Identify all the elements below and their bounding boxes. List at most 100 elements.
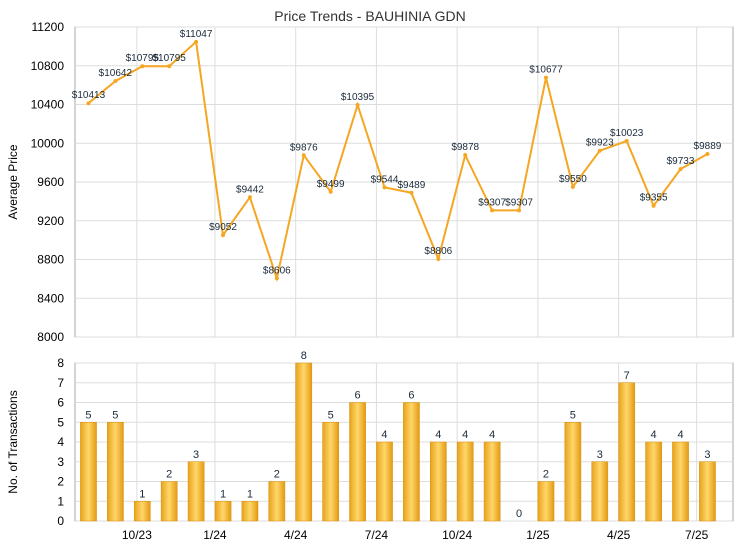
price-point: [705, 152, 710, 157]
x-tick-label: 4/24: [284, 528, 308, 542]
price-y-tick-label: 10400: [31, 98, 65, 112]
transaction-bar: [187, 461, 205, 522]
price-point: [221, 233, 226, 238]
price-point-label: $9355: [640, 193, 668, 204]
transaction-bar: [483, 441, 501, 522]
price-y-ticks: 8000 8400 8800 9200 9600 10000 10400 10800 11200: [31, 20, 65, 344]
transaction-bar: [537, 481, 555, 522]
transaction-bar-label: 4: [462, 429, 468, 441]
transaction-bar-label: 2: [543, 469, 549, 481]
price-y-axis-label: Average Price: [6, 144, 20, 219]
transaction-bar-label: 8: [301, 350, 307, 362]
chart-title: Price Trends - BAUHINIA GDN: [274, 8, 465, 24]
transaction-bar: [295, 362, 313, 522]
price-point: [463, 153, 468, 158]
price-labels: $10413 $10642 $10795$10795 $11047 $9052 $9442…: [72, 29, 722, 276]
transaction-bar: [268, 481, 286, 522]
price-point-label: $9733: [667, 156, 695, 167]
price-point: [274, 276, 279, 281]
price-point: [328, 189, 333, 194]
transaction-bar-label: 2: [274, 469, 280, 481]
price-point: [651, 203, 656, 208]
transaction-bar: [107, 422, 124, 522]
transaction-bar-label: 7: [624, 370, 630, 382]
price-point-label: $10395: [341, 92, 375, 103]
price-point: [113, 79, 118, 84]
price-point-label: $8606: [263, 265, 291, 276]
price-point-label: $11047: [180, 29, 213, 40]
price-point: [355, 102, 360, 107]
transaction-bar-label: 3: [597, 449, 603, 461]
price-point-label: $9550: [559, 174, 587, 185]
transactions-y-tick-label: 0: [57, 514, 64, 528]
x-tick-label: 1/24: [203, 528, 227, 542]
transaction-bar: [456, 441, 474, 522]
price-y-tick-label: 9600: [37, 175, 64, 189]
transaction-bar-label: 4: [435, 429, 441, 441]
price-point: [436, 256, 441, 261]
transaction-bar: [672, 441, 689, 522]
transaction-bar-label: 4: [651, 429, 657, 441]
price-point-label: $9878: [451, 142, 479, 153]
transaction-bar-label: 5: [570, 409, 576, 421]
transaction-bar-label: 0: [516, 508, 522, 520]
price-point-label: $9499: [317, 179, 345, 190]
price-point-label: $10642: [99, 68, 133, 79]
transactions-y-tick-label: 5: [57, 415, 64, 429]
price-point-label: $9307: [505, 197, 533, 208]
transaction-bar: [645, 441, 662, 522]
price-point-label: $10413: [72, 90, 106, 101]
transaction-bar-label: 5: [328, 409, 334, 421]
transaction-bar: [591, 461, 609, 522]
price-point-label: $10023: [610, 128, 644, 139]
price-point-label: $8806: [424, 246, 452, 257]
price-y-tick-label: 10800: [31, 59, 65, 73]
x-tick-label: 7/24: [365, 528, 389, 542]
transaction-bar-label: 6: [408, 390, 414, 402]
price-point: [247, 195, 252, 200]
price-point: [543, 75, 548, 80]
transaction-bar: [160, 481, 178, 522]
x-axis-ticks: 10/23 1/24 4/24 7/24 10/24 1/25 4/25 7/25: [122, 528, 709, 542]
transactions-y-axis-label: No. of Transactions: [6, 390, 20, 493]
price-point: [678, 167, 683, 172]
x-tick-label: 10/23: [122, 528, 152, 542]
transaction-bar-label: 4: [489, 429, 495, 441]
price-point: [382, 185, 387, 190]
transaction-bar-label: 1: [220, 488, 226, 500]
transaction-bar: [403, 402, 420, 522]
transaction-bar: [618, 382, 636, 522]
transactions-y-tick-label: 2: [57, 475, 64, 489]
price-point: [624, 139, 629, 144]
transactions-y-tick-label: 7: [57, 376, 64, 390]
price-points: [86, 39, 710, 281]
transaction-bar: [564, 422, 582, 522]
transaction-bar: [133, 501, 151, 522]
price-point-label: $9876: [290, 142, 318, 153]
transaction-bar-label: 4: [677, 429, 683, 441]
price-point-label: $9544: [371, 174, 399, 185]
transaction-bar-label: 1: [139, 488, 145, 500]
transaction-bar: [429, 441, 447, 522]
transactions-y-tick-label: 1: [57, 494, 64, 508]
price-y-tick-label: 8800: [37, 253, 64, 267]
price-point: [86, 101, 91, 106]
transaction-bar: [322, 422, 339, 522]
transactions-y-tick-label: 4: [57, 435, 64, 449]
x-tick-label: 4/25: [607, 528, 631, 542]
price-y-tick-label: 9200: [37, 214, 64, 228]
price-point: [409, 190, 414, 195]
price-y-tick-label: 10000: [31, 136, 65, 150]
price-point-label: $9307: [478, 197, 506, 208]
price-point-label: $9923: [586, 138, 614, 149]
price-point: [167, 64, 172, 69]
price-point-label: $9052: [209, 222, 237, 233]
transaction-bar: [241, 501, 259, 522]
transaction-bar: [699, 461, 716, 522]
price-point: [301, 153, 306, 158]
transaction-bar-label: 4: [381, 429, 387, 441]
x-tick-label: 10/24: [442, 528, 472, 542]
price-point: [597, 148, 602, 153]
